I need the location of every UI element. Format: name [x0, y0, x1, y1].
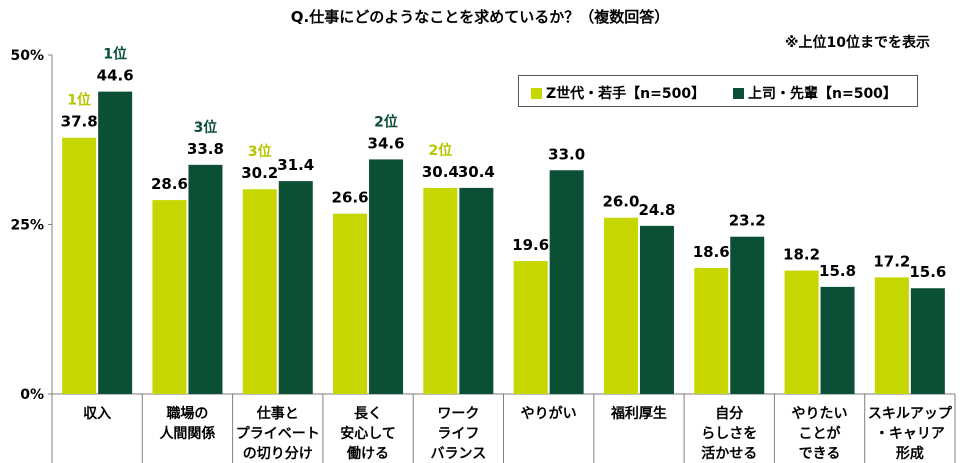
category-label: ことが — [799, 425, 842, 442]
legend-label-boss: 上司・先輩【n=500】 — [748, 86, 897, 102]
data-label: 24.8 — [638, 201, 675, 219]
bar — [278, 181, 313, 394]
category-label: 長く — [354, 406, 382, 422]
category-label: ワーク — [437, 406, 479, 422]
category-label: 福利厚生 — [610, 405, 667, 422]
data-label: 34.6 — [368, 134, 405, 152]
category-label: スキルアップ — [868, 406, 953, 422]
legend: Z世代・若手【n=500】 上司・先輩【n=500】 — [518, 75, 918, 107]
category-label: 人間関係 — [159, 425, 215, 442]
data-label: 15.8 — [819, 262, 856, 280]
legend-item-boss: 上司・先輩【n=500】 — [733, 83, 897, 103]
rank-label: 1位 — [103, 46, 127, 63]
rank-label: 3位 — [194, 119, 218, 136]
category-label: やりがい — [521, 405, 577, 422]
bar — [820, 286, 855, 394]
bar — [513, 261, 548, 394]
category-label: 形成 — [896, 445, 924, 462]
bar — [603, 217, 638, 394]
category-label: ライフ — [437, 426, 479, 442]
y-tick-label: 25% — [10, 218, 44, 234]
category-label: 自分 — [715, 405, 743, 422]
data-label: 30.4 — [422, 163, 459, 181]
bar — [98, 91, 133, 394]
category-label: バランス — [430, 446, 486, 462]
data-label: 19.6 — [512, 236, 549, 254]
data-label: 18.6 — [693, 243, 730, 261]
data-label: 30.4 — [458, 163, 495, 181]
legend-item-z: Z世代・若手【n=500】 — [531, 83, 705, 103]
legend-swatch-boss — [733, 88, 744, 99]
bar — [188, 164, 223, 394]
data-label: 18.2 — [783, 246, 820, 264]
data-label: 15.6 — [909, 263, 946, 281]
rank-label: 3位 — [248, 143, 272, 160]
rank-label: 2位 — [374, 113, 398, 130]
category-label: 活かせる — [701, 445, 757, 462]
data-label: 31.4 — [277, 156, 314, 174]
data-label: 44.6 — [97, 67, 134, 85]
category-label: できる — [799, 446, 841, 462]
ranking-note: ※上位10位までを表示 — [784, 35, 930, 51]
bar — [694, 267, 729, 394]
category-label: の切り分け — [243, 446, 313, 462]
rank-label: 2位 — [428, 142, 452, 159]
bar — [459, 187, 494, 394]
category-label: 安心して — [340, 425, 396, 442]
data-label: 37.8 — [61, 113, 98, 131]
data-label: 26.0 — [602, 193, 639, 211]
y-tick-label: 50% — [10, 48, 44, 64]
data-label: 33.8 — [187, 140, 224, 158]
category-label: らしさを — [701, 426, 757, 442]
data-label: 26.6 — [332, 189, 369, 207]
rank-label: 1位 — [67, 92, 91, 109]
category-label: 働ける — [346, 445, 389, 462]
bar — [639, 225, 674, 394]
data-label: 33.0 — [548, 145, 585, 163]
data-label: 30.2 — [241, 164, 278, 182]
data-label: 17.2 — [873, 252, 910, 270]
y-tick-label: 0% — [20, 387, 44, 403]
chart-title: Q.仕事にどのようなことを求めているか？（複数回答） — [290, 8, 670, 26]
bar — [423, 187, 458, 394]
category-label: ・キャリア — [875, 426, 945, 442]
bar — [549, 170, 584, 394]
bar — [784, 270, 819, 394]
legend-label-z: Z世代・若手【n=500】 — [546, 86, 706, 102]
category-label: 収入 — [83, 405, 111, 422]
category-label: 職場の — [166, 405, 208, 422]
bar — [242, 189, 277, 394]
bar — [333, 213, 368, 394]
data-label: 28.6 — [151, 175, 188, 193]
data-label: 23.2 — [729, 212, 766, 230]
legend-swatch-z — [531, 88, 542, 99]
bar — [369, 159, 404, 394]
bar — [874, 277, 909, 394]
category-label: やりたい — [792, 406, 848, 422]
category-label: 仕事と — [256, 405, 299, 422]
bar — [152, 200, 187, 394]
bar — [62, 137, 97, 394]
bar — [730, 236, 765, 394]
category-label: プライベート — [236, 426, 320, 442]
bar — [910, 288, 945, 394]
